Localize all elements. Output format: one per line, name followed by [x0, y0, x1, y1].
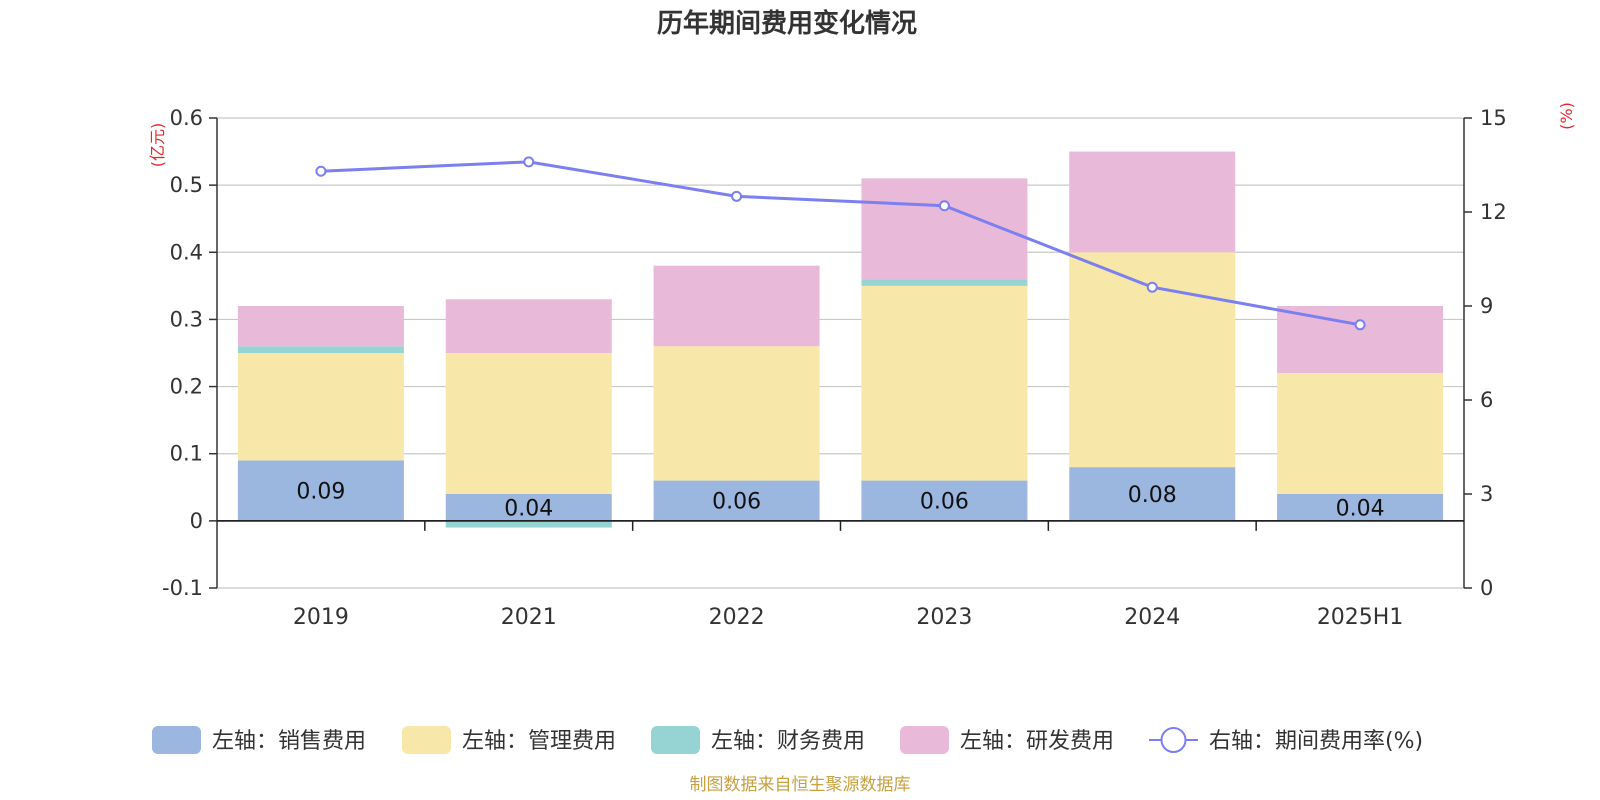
bar-segment — [1069, 151, 1236, 253]
category-label: 2022 — [709, 605, 765, 630]
chart-title: 历年期间费用变化情况 — [657, 8, 917, 39]
left-tick-label: 0.6 — [170, 106, 203, 130]
bar-segment — [861, 279, 1028, 286]
bars — [237, 151, 1444, 528]
bar-segment — [1277, 373, 1444, 494]
category-label: 2025H1 — [1317, 605, 1404, 630]
right-tick-label: 3 — [1480, 482, 1493, 506]
data-label: 0.04 — [504, 496, 553, 521]
left-tick-label: -0.1 — [162, 576, 203, 600]
category-label: 2021 — [501, 605, 557, 630]
category-label: 2024 — [1124, 605, 1180, 630]
bar-segment — [653, 346, 820, 481]
grid-lines — [217, 117, 1464, 589]
category-label: 2019 — [293, 605, 349, 630]
axes: 0.6 0.5 0.4 0.3 0.2 0.1 0 -0.1 15 12 9 6 3 0 2019 2021 2… — [162, 106, 1507, 630]
legend-label: 左轴：销售费用 — [212, 729, 366, 754]
source-note: 制图数据来自恒生聚源数据库 — [690, 775, 911, 795]
data-labels: 0.09 0.04 0.06 0.06 0.08 0.04 — [296, 480, 1384, 522]
legend-marker — [1160, 727, 1187, 753]
left-tick-label: 0 — [190, 509, 203, 533]
legend-swatch — [152, 726, 201, 754]
bar-segment — [237, 353, 404, 461]
bar-segment — [237, 460, 404, 521]
right-tick-label: 9 — [1480, 294, 1493, 318]
left-axis-unit: (亿元) — [148, 123, 167, 168]
bar-segment — [653, 265, 820, 347]
rate-point — [1354, 319, 1366, 331]
right-tick-label: 6 — [1480, 388, 1493, 412]
bar-segment — [1277, 494, 1444, 521]
right-tick-label: 0 — [1480, 576, 1493, 600]
left-tick-label: 0.3 — [170, 307, 203, 331]
rate-point — [731, 190, 743, 202]
bar-segment — [1069, 467, 1236, 521]
legend-swatch — [651, 726, 700, 754]
category-label: 2023 — [916, 605, 972, 630]
legend-swatch — [402, 726, 451, 754]
rate-point — [1146, 281, 1158, 293]
rate-line-path — [320, 160, 1361, 327]
data-label: 0.06 — [712, 490, 761, 515]
rate-point — [523, 156, 535, 168]
bar-segment — [445, 353, 612, 494]
bar-segment — [653, 480, 820, 521]
left-tick-label: 0.5 — [170, 173, 203, 197]
left-tick-label: 0.1 — [170, 442, 203, 466]
rate-point — [315, 165, 327, 177]
data-label: 0.04 — [1336, 496, 1385, 521]
legend-label: 左轴：管理费用 — [462, 729, 616, 754]
right-axis-unit: (%) — [1557, 102, 1576, 130]
rate-line — [315, 156, 1366, 331]
right-tick-label: 15 — [1480, 106, 1507, 130]
right-tick-label: 12 — [1480, 200, 1507, 224]
legend-label: 左轴：研发费用 — [960, 729, 1114, 754]
bar-segment — [861, 285, 1028, 481]
bar-segment — [1277, 306, 1444, 374]
legend: 左轴：销售费用 左轴：管理费用 左轴：财务费用 左轴：研发费用 右轴：期间费用率(%) — [152, 726, 1423, 754]
bar-segment — [445, 494, 612, 521]
left-tick-label: 0.4 — [170, 240, 203, 264]
data-label: 0.08 — [1128, 483, 1177, 508]
bar-segment — [237, 306, 404, 347]
bar-segment — [861, 480, 1028, 521]
bar-segment — [445, 299, 612, 353]
rate-point — [938, 200, 950, 212]
data-label: 0.06 — [920, 490, 969, 515]
bar-segment — [445, 520, 612, 528]
data-label: 0.09 — [296, 480, 345, 505]
bar-segment — [237, 346, 404, 353]
left-tick-label: 0.2 — [170, 375, 203, 399]
legend-label: 右轴：期间费用率(%) — [1209, 729, 1423, 754]
legend-label: 左轴：财务费用 — [711, 729, 865, 754]
legend-swatch — [900, 726, 949, 754]
